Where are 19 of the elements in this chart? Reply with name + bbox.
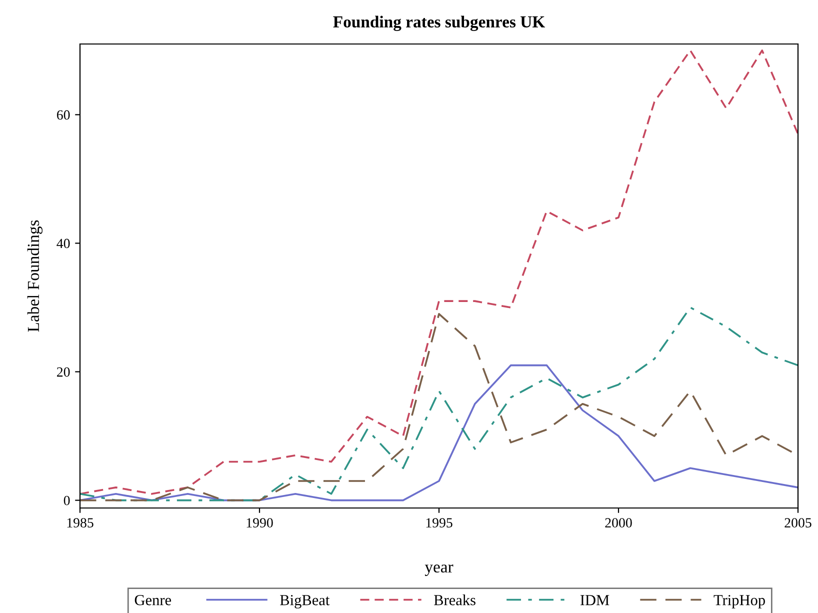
chart-title: Founding rates subgenres UK (333, 16, 545, 32)
y-axis-title: Label Foundings (27, 220, 42, 332)
legend-label: TripHop (714, 595, 765, 608)
line-series (80, 364, 798, 502)
x-tick-label: 2000 (605, 518, 632, 528)
x-tick-label: 1990 (246, 518, 273, 528)
line-series (80, 50, 798, 495)
legend-label: Breaks (434, 594, 476, 606)
x-axis-title: year (424, 564, 454, 576)
x-tick-label: 1995 (426, 518, 452, 528)
y-tick-label: 40 (56, 238, 70, 248)
y-tick-label: 20 (57, 367, 70, 377)
legend-title: Genre (134, 594, 172, 606)
x-tick-label: 1985 (67, 518, 94, 528)
legend-label: BigBeat (280, 595, 330, 608)
y-tick-label: 0 (64, 496, 70, 506)
y-tick-label: 60 (56, 110, 70, 120)
legend-label: IDM (580, 595, 610, 606)
x-tick-label: 2005 (784, 518, 812, 528)
